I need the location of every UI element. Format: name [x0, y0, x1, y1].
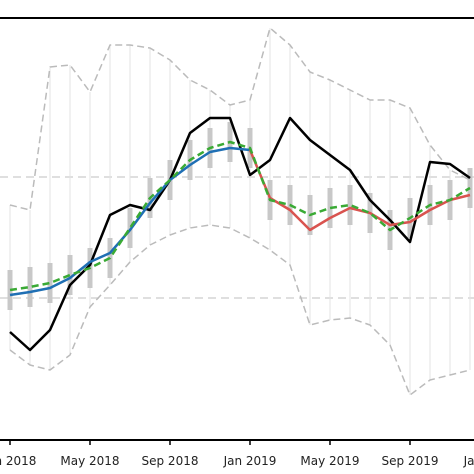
- x-tick-label: May 2018: [60, 454, 119, 468]
- series-line: [248, 149, 471, 232]
- series-line: [9, 146, 251, 297]
- upper-bound: [9, 27, 471, 211]
- lower-bound: [9, 224, 471, 396]
- x-tick-label: Jan 2018: [0, 454, 36, 468]
- x-tick-label: Jan 2019: [223, 454, 277, 468]
- x-tick-label: Sep 2018: [142, 454, 199, 468]
- x-tick-label: Jan 2020: [463, 454, 474, 468]
- series-line: [9, 116, 471, 352]
- series-line: [9, 140, 471, 292]
- x-tick-label: Sep 2019: [382, 454, 439, 468]
- x-tick-label: May 2019: [300, 454, 359, 468]
